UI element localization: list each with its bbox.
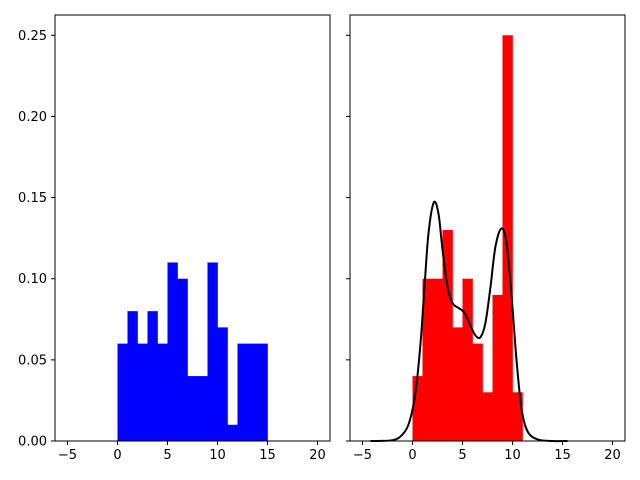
density-line <box>370 200 568 443</box>
histogram-bar <box>472 343 483 441</box>
histogram-bar <box>137 343 148 441</box>
histogram-bar <box>452 327 463 441</box>
histogram-bar <box>257 343 268 441</box>
x-tick-label: 20 <box>309 448 326 463</box>
x-tick-label: 10 <box>504 448 521 463</box>
axes-frame <box>54 14 331 442</box>
axes-frame <box>349 14 626 442</box>
x-tick-label: −5 <box>58 448 77 463</box>
x-tick-label: −5 <box>353 448 372 463</box>
y-tick-label: 0.25 <box>18 29 47 44</box>
x-tick-label: 5 <box>163 448 171 463</box>
histogram-bar <box>207 262 218 441</box>
x-tick-label: 5 <box>458 448 466 463</box>
y-tick-label: 0.10 <box>18 272 47 287</box>
histogram-bar <box>492 294 503 441</box>
histogram-bar <box>127 311 138 441</box>
histogram-bar <box>217 327 228 441</box>
x-tick-label: 10 <box>209 448 226 463</box>
histogram-bar <box>187 376 198 441</box>
histogram-bar <box>512 392 523 441</box>
right-histogram-axes: −5 0 5 10 15 20 <box>346 14 626 463</box>
y-tick-label: 0.00 <box>18 435 47 450</box>
x-tick-label: 15 <box>259 448 276 463</box>
histogram-bar <box>237 343 248 441</box>
histogram-bar <box>502 35 513 442</box>
y-tick-label: 0.20 <box>18 110 47 125</box>
y-tick-label: 0.15 <box>18 191 47 206</box>
histogram-bar <box>227 424 238 441</box>
histogram-bar <box>197 376 208 441</box>
y-tick-label: 0.05 <box>18 353 47 368</box>
x-tick-label: 20 <box>604 448 621 463</box>
histogram-bar <box>432 278 443 441</box>
histogram-bar <box>462 278 473 441</box>
left-histogram-axes: −5 0 5 10 15 20 0.00 0.05 0.10 0.15 0.20 0.25 <box>18 14 331 463</box>
histogram-bar <box>147 311 158 441</box>
histogram-bar <box>422 278 433 441</box>
histogram-bar <box>442 230 453 441</box>
histogram-bar <box>157 343 168 441</box>
histogram-bar <box>482 392 493 441</box>
x-tick-label: 0 <box>113 448 121 463</box>
histogram-bar <box>247 343 258 441</box>
histogram-bar <box>177 278 188 441</box>
histogram-bar <box>167 262 178 441</box>
histogram-bar <box>412 376 423 441</box>
histogram-bar <box>117 343 128 441</box>
x-tick-label: 15 <box>554 448 571 463</box>
x-tick-label: 0 <box>408 448 416 463</box>
